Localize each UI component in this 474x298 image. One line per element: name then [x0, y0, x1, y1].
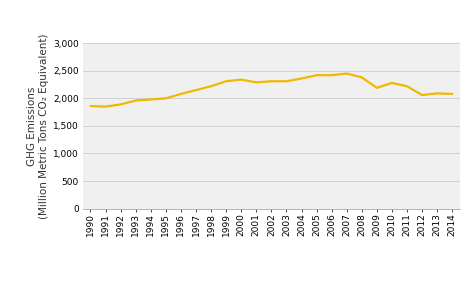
Text: Greenhouse Gas Emissions from Electricity: Greenhouse Gas Emissions from Electricit…: [60, 14, 414, 29]
Y-axis label: GHG Emissions
(Million Metric Tons CO₂ Equivalent): GHG Emissions (Million Metric Tons CO₂ E…: [27, 33, 49, 219]
